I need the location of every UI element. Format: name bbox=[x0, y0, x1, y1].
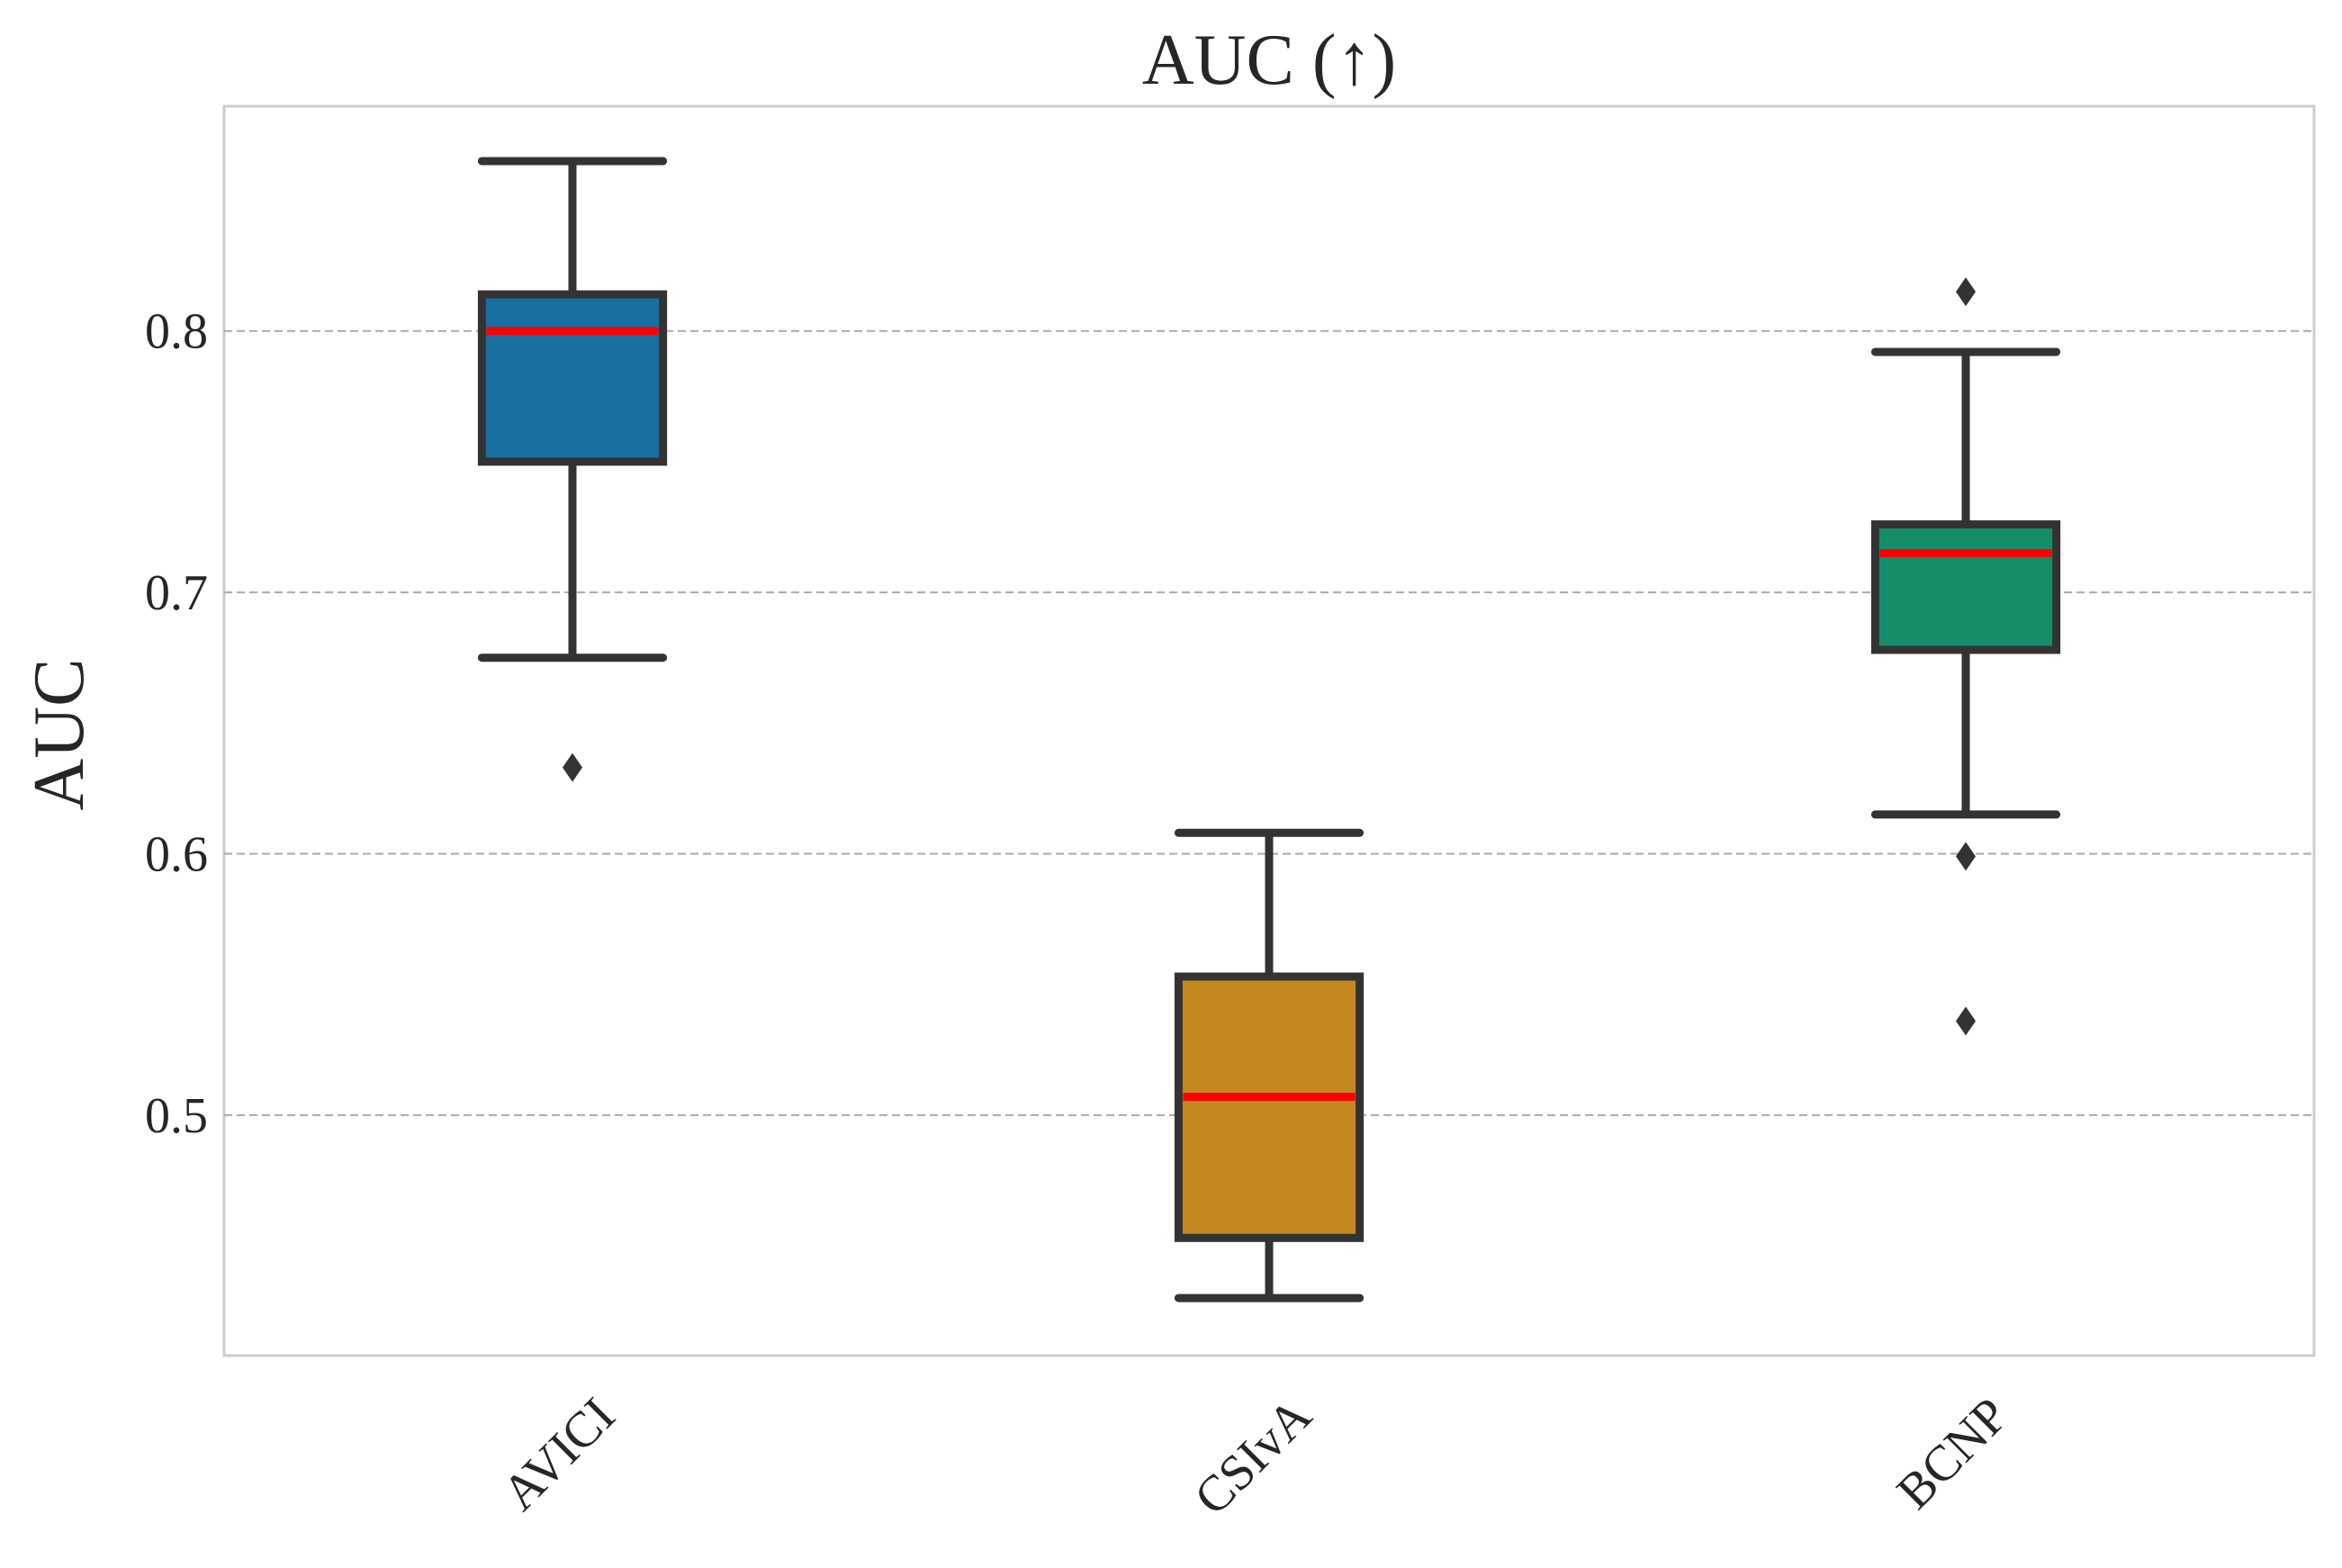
chart-title: AUC (↑) bbox=[1142, 21, 1396, 100]
y-tick-label: 0.6 bbox=[145, 826, 208, 882]
x-tick-labels: AVICI CSIvA BCNP bbox=[491, 1387, 2019, 1526]
x-tick-label: CSIvA bbox=[1184, 1387, 1322, 1526]
y-tick-label: 0.7 bbox=[145, 565, 208, 621]
outlier-point bbox=[1956, 842, 1976, 871]
box-iqr bbox=[1870, 520, 2061, 654]
outlier-point bbox=[563, 752, 582, 782]
box-bcnp bbox=[1870, 277, 2061, 1036]
box-iqr bbox=[1174, 972, 1365, 1242]
y-axis-label: AUC bbox=[20, 659, 99, 811]
boxes bbox=[477, 157, 2061, 1302]
outlier-point bbox=[1956, 277, 1976, 307]
plot-area-frame bbox=[222, 104, 2316, 1357]
x-tick-label: AVICI bbox=[491, 1387, 626, 1521]
box-avici bbox=[477, 157, 668, 782]
y-tick-labels: 0.5 0.6 0.7 0.8 bbox=[145, 304, 208, 1144]
box-csiva bbox=[1174, 828, 1365, 1302]
outlier-point bbox=[1956, 1006, 1976, 1036]
x-tick-label: BCNP bbox=[1887, 1387, 2019, 1519]
box-iqr bbox=[477, 290, 668, 466]
y-tick-label: 0.8 bbox=[145, 304, 208, 360]
y-tick-label: 0.5 bbox=[145, 1088, 208, 1144]
